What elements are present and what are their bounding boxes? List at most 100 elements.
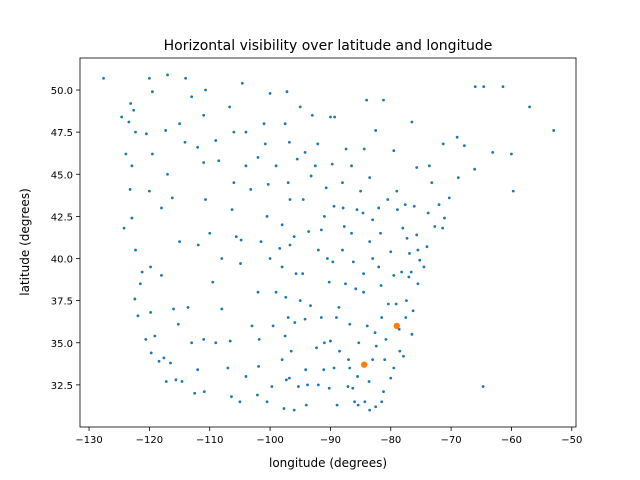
scatter-point — [361, 361, 368, 368]
scatter-point — [249, 188, 253, 191]
scatter-point — [292, 408, 296, 412]
scatter-point — [244, 130, 248, 134]
scatter-point — [441, 226, 445, 230]
scatter-point — [350, 164, 353, 168]
scatter-point — [371, 358, 375, 362]
scatter-point — [362, 290, 366, 294]
scatter-point — [401, 226, 405, 230]
scatter-point — [180, 380, 184, 383]
scatter-point — [132, 108, 136, 112]
scatter-point — [443, 216, 446, 220]
scatter-point — [412, 204, 416, 208]
scatter-point — [256, 393, 259, 397]
scatter-point — [208, 231, 212, 235]
scatter-point — [309, 304, 312, 308]
scatter-point — [204, 88, 207, 92]
scatter-point — [359, 189, 362, 193]
scatter-point — [250, 324, 254, 328]
scatter-point — [230, 208, 234, 212]
scatter-point — [202, 390, 206, 394]
scatter-point — [377, 206, 381, 210]
scatter-point — [331, 260, 335, 264]
scatter-point — [400, 270, 404, 274]
x-tick-label: −60 — [501, 435, 522, 446]
scatter-point — [268, 257, 272, 260]
scatter-point — [265, 214, 269, 218]
scatter-point — [367, 380, 371, 383]
plot-frame — [79, 57, 577, 428]
scatter-point — [377, 265, 381, 269]
scatter-point — [160, 206, 163, 210]
scatter-point — [151, 152, 154, 156]
scatter-point — [351, 260, 355, 264]
scatter-point — [315, 346, 318, 350]
scatter-point — [383, 358, 387, 362]
scatter-point — [365, 324, 369, 328]
scatter-point — [313, 164, 317, 168]
scatter-point — [204, 198, 207, 201]
scatter-point — [265, 400, 269, 404]
scatter-point — [310, 113, 314, 117]
scatter-point — [268, 91, 272, 95]
scatter-point — [244, 375, 248, 378]
scatter-point — [361, 211, 365, 215]
x-tick-label: −50 — [561, 435, 582, 446]
scatter-point — [371, 257, 375, 260]
scatter-point — [441, 142, 445, 146]
scatter-point — [162, 356, 166, 360]
scatter-point — [329, 115, 332, 119]
scatter-point — [263, 142, 267, 146]
y-axis-label: latitude (degrees) — [18, 188, 32, 296]
scatter-point — [416, 248, 420, 252]
scatter-point — [380, 316, 384, 319]
scatter-point — [144, 337, 148, 341]
scatter-point — [327, 386, 331, 390]
scatter-point — [153, 334, 157, 338]
scatter-point — [374, 405, 378, 409]
scatter-point — [330, 162, 334, 166]
scatter-point — [395, 189, 399, 193]
scatter-point — [288, 198, 292, 201]
scatter-point — [365, 98, 369, 102]
scatter-point — [283, 122, 287, 126]
scatter-point — [393, 322, 400, 330]
scatter-point — [239, 238, 243, 242]
x-tick-label: −80 — [380, 435, 401, 446]
scatter-point — [510, 152, 513, 156]
scatter-point — [316, 142, 320, 146]
scatter-point — [138, 282, 142, 286]
scatter-point — [190, 95, 194, 99]
scatter-point — [344, 147, 348, 151]
scatter-point — [462, 144, 466, 148]
scatter-point — [282, 407, 286, 410]
scatter-point — [342, 225, 346, 228]
scatter-point — [303, 150, 307, 154]
scatter-point — [335, 316, 338, 319]
scatter-point — [193, 391, 197, 395]
scatter-point — [262, 122, 266, 126]
scatter-point — [228, 105, 232, 109]
scatter-point — [368, 176, 372, 180]
scatter-point — [289, 349, 293, 353]
scatter-point — [298, 299, 302, 303]
scatter-point — [134, 130, 137, 134]
scatter-point — [418, 258, 422, 262]
y-tick-label: 37.5 — [51, 297, 73, 308]
scatter-point — [346, 385, 350, 388]
x-tick-label: −100 — [256, 435, 283, 446]
scatter-point — [341, 206, 345, 210]
scatter-point — [278, 246, 282, 250]
scatter-point — [373, 331, 377, 335]
scatter-point — [433, 225, 437, 228]
scatter-point — [482, 85, 486, 89]
scatter-point — [327, 280, 331, 284]
scatter-point — [422, 265, 426, 269]
scatter-point — [130, 216, 134, 220]
scatter-point — [286, 181, 290, 185]
scatter-point — [170, 196, 174, 200]
scatter-point — [491, 150, 495, 154]
scatter-point — [362, 272, 366, 276]
scatter-point — [151, 90, 154, 94]
scatter-point — [402, 354, 405, 358]
